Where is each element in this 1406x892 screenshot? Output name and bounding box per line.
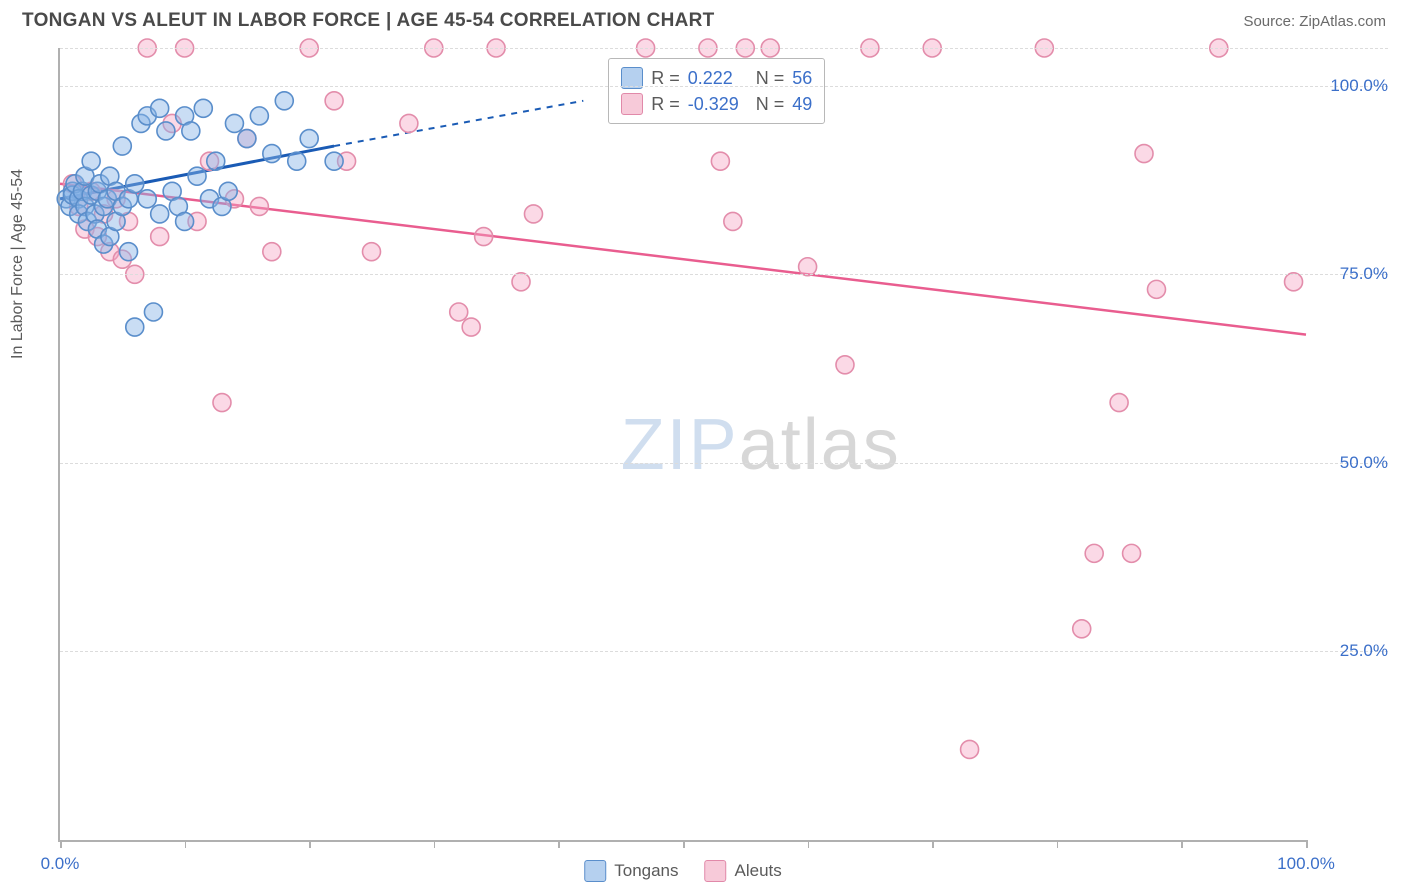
point-tongan [225,114,243,132]
point-tongan [113,137,131,155]
point-aleut [1123,544,1141,562]
trend-line [334,101,583,146]
x-tick [309,840,311,848]
y-tick-label: 50.0% [1340,453,1388,473]
correlation-legend: R = 0.222 N = 56 R = -0.329 N = 49 [608,58,825,124]
point-aleut [836,356,854,374]
legend-item-aleuts: Aleuts [705,860,782,882]
point-tongan [126,175,144,193]
legend-label-tongans: Tongans [614,861,678,881]
swatch-pink-icon [705,860,727,882]
r-label: R = [651,94,680,115]
point-tongan [82,152,100,170]
x-tick [60,840,62,848]
point-aleut [462,318,480,336]
x-tick [683,840,685,848]
point-aleut [524,205,542,223]
gridline [60,274,1388,275]
legend-label-aleuts: Aleuts [735,861,782,881]
point-tongan [207,152,225,170]
x-tick [932,840,934,848]
swatch-blue-icon [584,860,606,882]
r-value-aleuts: -0.329 [688,94,748,115]
point-tongan [288,152,306,170]
gridline [60,463,1388,464]
trend-line [60,184,1306,335]
point-aleut [263,243,281,261]
point-tongan [120,243,138,261]
swatch-pink-icon [621,93,643,115]
point-aleut [213,394,231,412]
x-tick [434,840,436,848]
point-tongan [138,190,156,208]
point-aleut [711,152,729,170]
x-tick [808,840,810,848]
x-tick [1181,840,1183,848]
bottom-legend: Tongans Aleuts [584,860,782,882]
point-tongan [151,99,169,117]
point-aleut [475,228,493,246]
point-aleut [1073,620,1091,638]
x-tick [1306,840,1308,848]
plot-svg [60,48,1306,840]
legend-row-tongans: R = 0.222 N = 56 [621,65,812,91]
point-aleut [1085,544,1103,562]
gridline [60,651,1388,652]
chart-container: In Labor Force | Age 45-54 ZIPatlas R = … [40,48,1306,842]
point-tongan [219,182,237,200]
point-tongan [300,130,318,148]
y-tick-label: 25.0% [1340,641,1388,661]
point-tongan [176,212,194,230]
point-aleut [250,197,268,215]
x-tick [1057,840,1059,848]
point-tongan [250,107,268,125]
point-aleut [512,273,530,291]
point-tongan [126,318,144,336]
point-tongan [188,167,206,185]
point-aleut [363,243,381,261]
point-aleut [1110,394,1128,412]
point-tongan [275,92,293,110]
legend-row-aleuts: R = -0.329 N = 49 [621,91,812,117]
point-aleut [961,740,979,758]
chart-title: TONGAN VS ALEUT IN LABOR FORCE | AGE 45-… [22,10,715,32]
point-tongan [144,303,162,321]
point-aleut [450,303,468,321]
point-aleut [1135,145,1153,163]
point-aleut [799,258,817,276]
x-tick [185,840,187,848]
point-aleut [325,92,343,110]
point-tongan [194,99,212,117]
point-aleut [1147,280,1165,298]
x-tick-label: 100.0% [1277,854,1335,874]
chart-header: TONGAN VS ALEUT IN LABOR FORCE | AGE 45-… [0,0,1406,42]
point-tongan [151,205,169,223]
point-tongan [325,152,343,170]
point-aleut [151,228,169,246]
n-value-aleuts: 49 [792,94,812,115]
gridline [60,48,1388,49]
y-axis-label: In Labor Force | Age 45-54 [9,169,27,359]
point-tongan [182,122,200,140]
point-aleut [724,212,742,230]
gridline [60,86,1388,87]
y-tick-label: 100.0% [1330,76,1388,96]
point-aleut [400,114,418,132]
point-aleut [1285,273,1303,291]
point-tongan [238,130,256,148]
n-label: N = [756,94,785,115]
legend-item-tongans: Tongans [584,860,678,882]
point-tongan [263,145,281,163]
chart-source: Source: ZipAtlas.com [1243,13,1386,30]
y-tick-label: 75.0% [1340,264,1388,284]
x-tick [558,840,560,848]
x-tick-label: 0.0% [41,854,80,874]
point-tongan [157,122,175,140]
plot-area: ZIPatlas R = 0.222 N = 56 R = -0.329 N =… [58,48,1306,842]
